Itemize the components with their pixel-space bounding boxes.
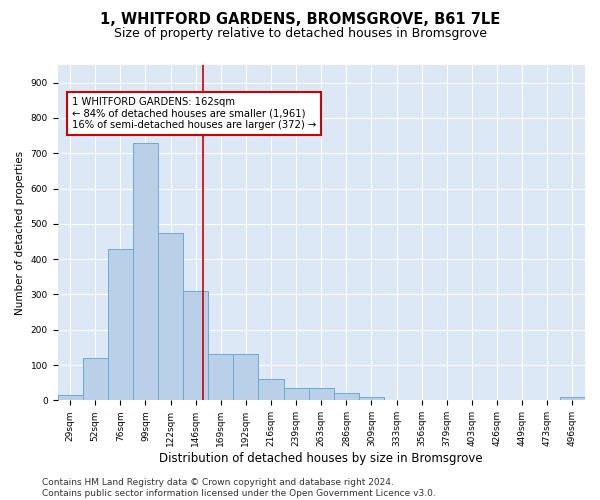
Bar <box>133 142 158 400</box>
Bar <box>83 358 108 401</box>
Bar <box>560 397 585 400</box>
Text: Contains HM Land Registry data © Crown copyright and database right 2024.
Contai: Contains HM Land Registry data © Crown c… <box>42 478 436 498</box>
Bar <box>233 354 259 401</box>
Bar <box>208 354 233 401</box>
Bar <box>359 397 384 400</box>
Text: 1, WHITFORD GARDENS, BROMSGROVE, B61 7LE: 1, WHITFORD GARDENS, BROMSGROVE, B61 7LE <box>100 12 500 28</box>
Bar <box>183 291 208 401</box>
Bar <box>58 395 83 400</box>
Y-axis label: Number of detached properties: Number of detached properties <box>15 150 25 314</box>
Bar <box>334 394 359 400</box>
Bar <box>309 388 334 400</box>
X-axis label: Distribution of detached houses by size in Bromsgrove: Distribution of detached houses by size … <box>160 452 483 465</box>
Text: 1 WHITFORD GARDENS: 162sqm
← 84% of detached houses are smaller (1,961)
16% of s: 1 WHITFORD GARDENS: 162sqm ← 84% of deta… <box>72 97 316 130</box>
Bar <box>158 232 183 400</box>
Bar <box>108 248 133 400</box>
Bar <box>284 388 309 400</box>
Bar <box>259 379 284 400</box>
Text: Size of property relative to detached houses in Bromsgrove: Size of property relative to detached ho… <box>113 28 487 40</box>
